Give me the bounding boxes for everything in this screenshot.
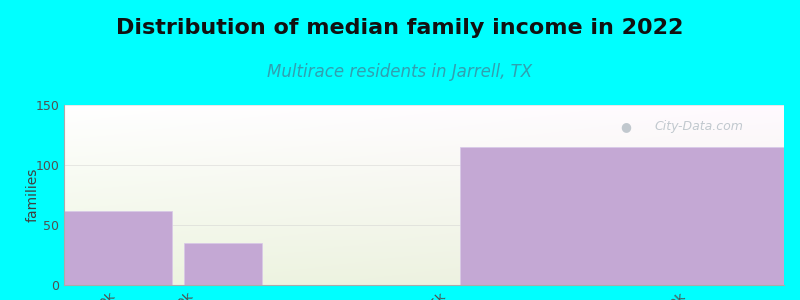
Text: City-Data.com: City-Data.com bbox=[654, 120, 743, 133]
Text: ●: ● bbox=[620, 120, 631, 133]
Y-axis label: families: families bbox=[26, 168, 39, 222]
Bar bbox=[64, 211, 172, 285]
Bar bbox=[184, 243, 262, 285]
Text: Multirace residents in Jarrell, TX: Multirace residents in Jarrell, TX bbox=[267, 63, 533, 81]
Text: Distribution of median family income in 2022: Distribution of median family income in … bbox=[116, 18, 684, 38]
Bar bbox=[460, 147, 784, 285]
